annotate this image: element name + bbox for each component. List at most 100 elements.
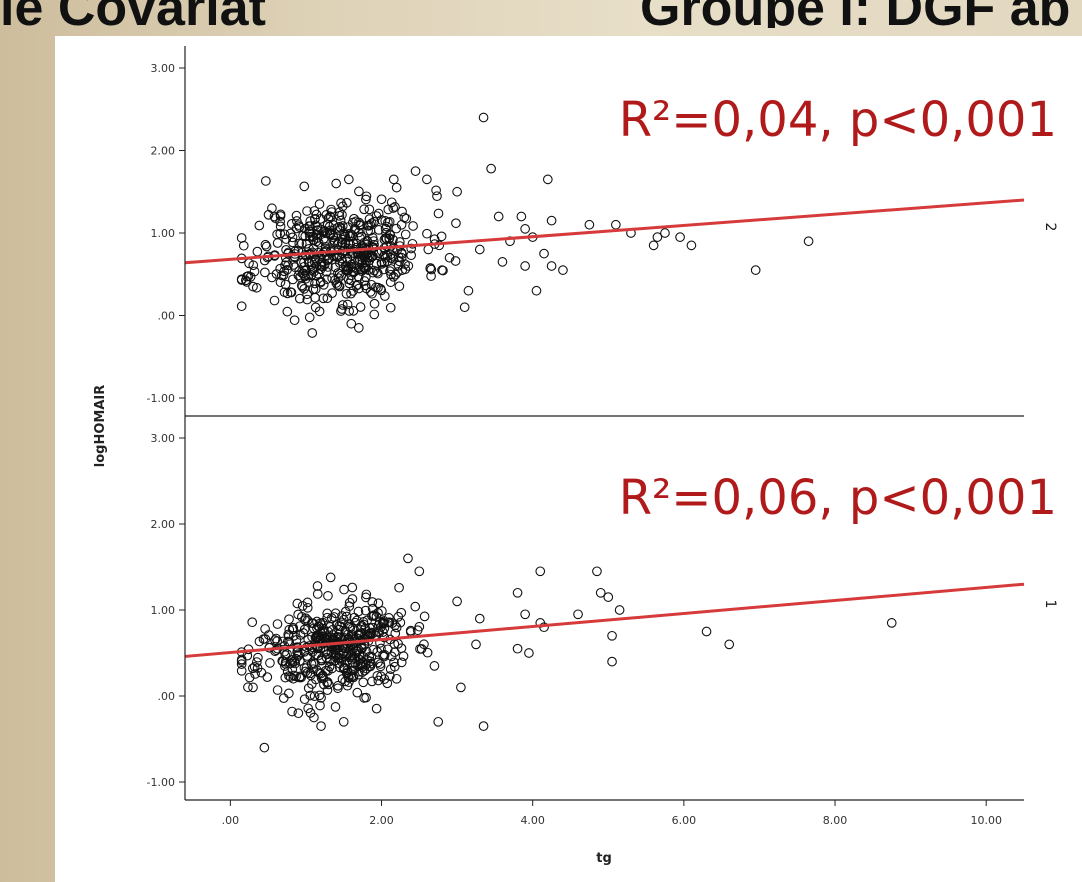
scatter-point xyxy=(334,221,345,232)
scatter-point xyxy=(397,206,407,217)
scatter-point xyxy=(252,246,263,257)
scatter-point xyxy=(393,611,404,622)
scatter-point xyxy=(362,235,373,246)
scatter-point xyxy=(296,612,307,622)
scatter-point xyxy=(316,692,326,703)
scatter-point xyxy=(309,712,319,723)
scatter-point xyxy=(391,622,402,633)
scatter-point xyxy=(250,669,260,679)
scatter-point xyxy=(336,621,346,632)
scatter-point xyxy=(340,231,351,242)
r-squared-annotation: R²=0,06, p<0,001 xyxy=(619,470,1057,526)
scatter-point xyxy=(341,288,352,299)
scatter-point xyxy=(236,233,247,243)
x-tick-label: 2.00 xyxy=(369,814,394,827)
scatter-point xyxy=(660,228,670,238)
scatter-point xyxy=(348,661,359,671)
scatter-point xyxy=(332,239,343,250)
scatter-point xyxy=(354,217,364,228)
scatter-point xyxy=(614,605,625,615)
scatter-point xyxy=(344,306,355,316)
scatter-point xyxy=(433,208,444,219)
scatter-point xyxy=(584,219,595,230)
scatter-point xyxy=(291,210,302,221)
slide-heading-right: Groupe I: DGF ab xyxy=(640,0,1070,28)
y-tick-label: 2.00 xyxy=(151,518,176,531)
scatter-point xyxy=(520,224,530,234)
scatter-point xyxy=(295,655,305,666)
scatter-point xyxy=(386,651,397,662)
scatter-point xyxy=(338,716,349,727)
scatter-point xyxy=(478,112,489,123)
scatter-point xyxy=(390,269,401,280)
scatter-point xyxy=(347,582,358,593)
scatter-point xyxy=(380,215,391,226)
scatter-point xyxy=(400,229,411,240)
scatter-point xyxy=(307,328,318,338)
scatter-point xyxy=(272,619,283,629)
x-axis-title: tg xyxy=(596,851,612,866)
scatter-point xyxy=(302,602,313,613)
scatter-point xyxy=(886,618,897,628)
scatter-point xyxy=(260,239,271,250)
scatter-point xyxy=(648,240,659,251)
scatter-point xyxy=(339,584,349,595)
scatter-point xyxy=(285,228,296,239)
scatter-point xyxy=(315,700,325,711)
scatter-point xyxy=(305,690,316,701)
scatter-point xyxy=(349,213,359,224)
scatter-point xyxy=(394,582,404,593)
scatter-point xyxy=(354,186,364,197)
scatter-point xyxy=(349,266,360,277)
scatter-point xyxy=(236,275,247,285)
scatter-point xyxy=(351,280,362,291)
scatter-point xyxy=(305,226,316,237)
scatter-point xyxy=(373,620,384,630)
scatter-point xyxy=(415,644,425,654)
scatter-point xyxy=(359,246,369,257)
scatter-point xyxy=(385,664,396,675)
scatter-point xyxy=(356,642,367,653)
scatter-point xyxy=(284,671,294,681)
scatter-point xyxy=(361,194,371,205)
scatter-point xyxy=(352,615,362,626)
scatter-point xyxy=(352,687,363,698)
scatter-point xyxy=(361,589,372,600)
scatter-point xyxy=(334,258,345,268)
scatter-point xyxy=(437,265,447,275)
scatter-point xyxy=(391,182,402,193)
scatter-point xyxy=(395,617,406,628)
scatter-point xyxy=(401,213,412,224)
scatter-point xyxy=(294,238,305,249)
scatter-point xyxy=(283,629,294,640)
scatter-point xyxy=(368,628,378,639)
scatter-point xyxy=(236,656,247,666)
scatter-point xyxy=(344,230,355,241)
x-tick-label: 6.00 xyxy=(672,814,697,827)
scatter-point xyxy=(294,672,305,683)
scatter-point xyxy=(371,258,382,269)
y-tick-label: 1.00 xyxy=(151,604,176,617)
scatter-point xyxy=(339,663,350,674)
scatter-point xyxy=(474,244,485,255)
scatter-point xyxy=(346,261,357,272)
scatter-point xyxy=(361,592,371,603)
scatter-point xyxy=(378,264,389,275)
scatter-point xyxy=(357,255,368,266)
scatter-point xyxy=(312,665,322,676)
scatter-point xyxy=(310,292,320,303)
scatter-point xyxy=(386,197,397,208)
scatter-point xyxy=(367,676,377,687)
scatter-point xyxy=(276,270,287,281)
scatter-point xyxy=(397,265,408,275)
scatter-point xyxy=(539,248,549,259)
y-tick-label: 3.00 xyxy=(151,62,176,75)
scatter-point xyxy=(359,665,370,676)
y-tick-label: -1.00 xyxy=(147,776,175,789)
scatter-point xyxy=(248,682,258,693)
scatter-point xyxy=(410,166,421,176)
scatter-point xyxy=(326,207,337,217)
scatter-point xyxy=(344,597,355,608)
scatter-point xyxy=(360,605,371,616)
scatter-point xyxy=(398,651,409,661)
